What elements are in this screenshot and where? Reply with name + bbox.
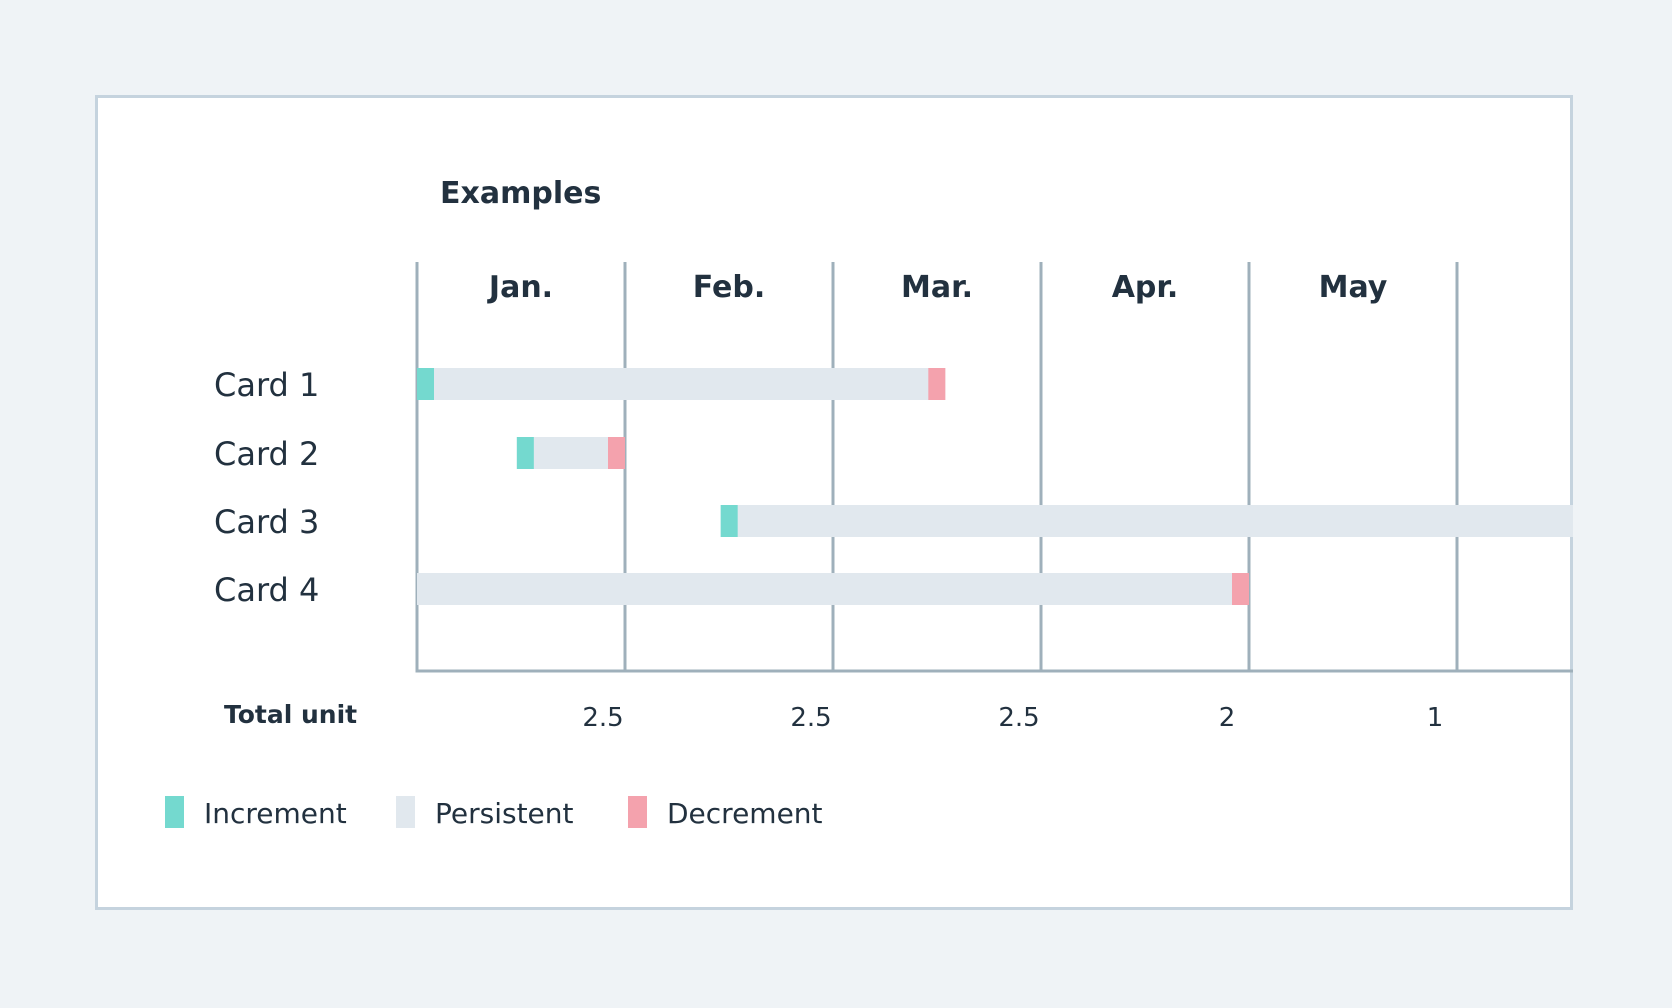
month-label: Mar. <box>901 270 973 305</box>
total-value: 2.5 <box>582 703 623 733</box>
legend-swatch <box>628 796 647 828</box>
total-value: 2.5 <box>998 703 1039 733</box>
persistent-bar <box>417 368 946 400</box>
decrement-mark <box>928 368 946 400</box>
persistent-bar <box>720 505 1573 537</box>
persistent-bar <box>516 437 625 469</box>
total-unit-label: Total unit <box>224 700 357 729</box>
legend: Increment Persistent Decrement <box>165 796 823 830</box>
total-value: 2 <box>1219 703 1236 733</box>
month-label: Jan. <box>487 270 553 305</box>
month-label: May <box>1319 270 1388 305</box>
row-label: Card 4 <box>214 571 319 609</box>
label-layer: Jan. Feb. Mar. Apr. May Card 1 Card 2 Card 3 Car… <box>214 270 1443 733</box>
legend-swatch <box>396 796 415 828</box>
chart-title: Examples <box>440 176 601 211</box>
increment-mark <box>720 505 738 537</box>
legend-label: Decrement <box>667 797 823 830</box>
increment-mark <box>516 437 534 469</box>
row-label: Card 1 <box>214 366 319 404</box>
bar-layer <box>417 368 1573 605</box>
total-value: 2.5 <box>790 703 831 733</box>
total-value: 1 <box>1427 703 1444 733</box>
month-label: Feb. <box>693 270 766 305</box>
legend-label: Increment <box>204 797 347 830</box>
decrement-mark <box>1232 573 1249 605</box>
row-label: Card 2 <box>214 435 319 473</box>
increment-mark <box>417 368 434 400</box>
legend-label: Persistent <box>435 797 574 830</box>
legend-swatch <box>165 796 184 828</box>
persistent-bar <box>417 573 1249 605</box>
month-label: Apr. <box>1112 270 1179 305</box>
row-label: Card 3 <box>214 503 319 541</box>
decrement-mark <box>608 437 625 469</box>
